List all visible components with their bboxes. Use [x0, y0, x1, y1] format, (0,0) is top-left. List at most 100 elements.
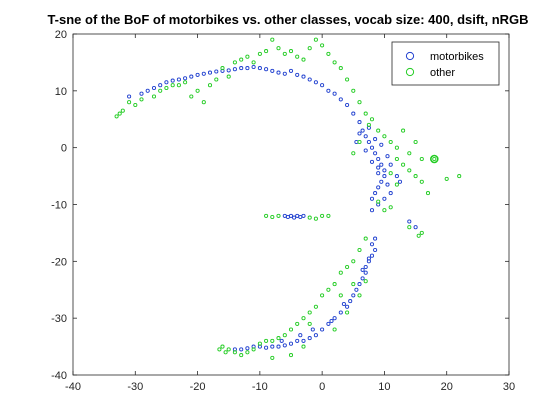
point-other-71 — [271, 215, 274, 218]
point-other-82 — [333, 283, 336, 286]
point-motorbikes-8 — [184, 77, 187, 80]
point-other-37 — [346, 78, 349, 81]
point-other-51 — [420, 180, 423, 183]
point-other-86 — [308, 311, 311, 314]
point-other-35 — [333, 61, 336, 64]
x-tick-label: -40 — [65, 381, 81, 393]
point-motorbikes-75 — [299, 215, 302, 218]
point-motorbikes-105 — [240, 348, 243, 351]
point-other-6 — [152, 95, 155, 98]
point-motorbikes-44 — [383, 169, 386, 172]
point-other-14 — [202, 101, 205, 104]
point-motorbikes-18 — [246, 67, 249, 70]
y-tick-label: -40 — [51, 370, 67, 382]
point-other-68 — [395, 183, 398, 186]
point-motorbikes-19 — [252, 65, 255, 68]
point-motorbikes-83 — [361, 277, 364, 280]
point-other-8 — [165, 86, 168, 89]
point-motorbikes-73 — [293, 216, 296, 219]
point-other-19 — [233, 61, 236, 64]
point-motorbikes-72 — [289, 214, 292, 217]
point-motorbikes-31 — [327, 89, 330, 92]
point-motorbikes-98 — [283, 344, 286, 347]
point-other-99 — [227, 348, 230, 351]
point-other-72 — [277, 214, 280, 217]
point-other-4 — [134, 103, 137, 106]
point-other-2 — [121, 109, 124, 112]
point-motorbikes-77 — [370, 243, 373, 246]
point-motorbikes-85 — [355, 288, 358, 291]
point-other-44 — [383, 135, 386, 138]
point-other-74 — [314, 217, 317, 220]
point-other-20 — [240, 58, 243, 61]
point-other-56 — [408, 152, 411, 155]
point-motorbikes-99 — [277, 345, 280, 348]
point-motorbikes-9 — [190, 75, 193, 78]
point-other-93 — [265, 339, 268, 342]
point-other-73 — [308, 216, 311, 219]
point-motorbikes-33 — [339, 98, 342, 101]
point-other-49 — [408, 169, 411, 172]
point-motorbikes-46 — [380, 180, 383, 183]
point-motorbikes-101 — [265, 346, 268, 349]
point-other-100 — [221, 345, 224, 348]
point-other-34 — [327, 52, 330, 55]
point-other-42 — [370, 118, 373, 121]
point-other-29 — [296, 55, 299, 58]
point-other-1 — [118, 112, 121, 115]
point-other-76 — [327, 214, 330, 217]
point-other-5 — [140, 98, 143, 101]
point-motorbikes-90 — [333, 317, 336, 320]
point-other-111 — [352, 283, 355, 286]
point-other-15 — [208, 84, 211, 87]
point-other-55 — [458, 175, 461, 178]
point-other-78 — [358, 248, 361, 251]
point-motorbikes-107 — [374, 237, 377, 240]
point-motorbikes-48 — [374, 192, 377, 195]
point-other-84 — [321, 294, 324, 297]
point-motorbikes-0 — [128, 95, 131, 98]
point-motorbikes-87 — [349, 300, 352, 303]
point-motorbikes-47 — [377, 186, 380, 189]
point-other-21 — [246, 55, 249, 58]
point-other-83 — [327, 288, 330, 291]
point-motorbikes-2 — [146, 89, 149, 92]
point-other-88 — [296, 322, 299, 325]
point-motorbikes-113 — [299, 334, 302, 337]
point-other-107 — [346, 311, 349, 314]
point-other-0 — [115, 115, 118, 118]
point-other-91 — [277, 337, 280, 340]
point-motorbikes-112 — [311, 328, 314, 331]
points-layer — [115, 38, 461, 359]
point-other-28 — [289, 50, 292, 53]
point-motorbikes-43 — [380, 163, 383, 166]
point-motorbikes-22 — [271, 69, 274, 72]
point-other-106 — [333, 328, 336, 331]
point-other-23 — [258, 52, 261, 55]
point-highlight — [431, 156, 438, 163]
point-motorbikes-76 — [302, 214, 305, 217]
point-motorbikes-35 — [352, 112, 355, 115]
point-other-65 — [408, 226, 411, 229]
point-motorbikes-17 — [240, 67, 243, 70]
point-motorbikes-29 — [314, 81, 317, 84]
point-other-75 — [321, 214, 324, 217]
point-other-22 — [252, 61, 255, 64]
point-motorbikes-3 — [152, 86, 155, 89]
point-other-12 — [190, 95, 193, 98]
point-other-16 — [215, 78, 218, 81]
point-motorbikes-26 — [296, 73, 299, 76]
point-other-79 — [352, 260, 355, 263]
point-motorbikes-10 — [196, 73, 199, 76]
point-motorbikes-104 — [246, 347, 249, 350]
point-other-46 — [395, 146, 398, 149]
point-motorbikes-7 — [177, 78, 180, 81]
point-motorbikes-92 — [321, 328, 324, 331]
point-motorbikes-23 — [277, 71, 280, 74]
x-tick-label: -10 — [252, 381, 268, 393]
point-other-53 — [433, 157, 436, 160]
point-motorbikes-100 — [271, 345, 274, 348]
point-motorbikes-63 — [383, 197, 386, 200]
point-motorbikes-114 — [280, 339, 283, 342]
point-motorbikes-4 — [159, 84, 162, 87]
